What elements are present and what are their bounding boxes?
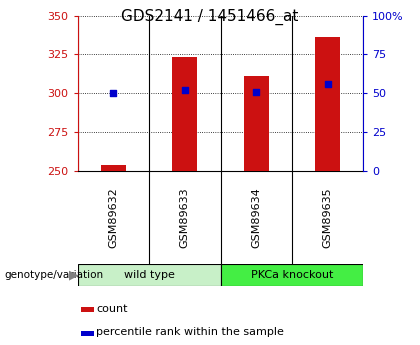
Point <box>110 90 117 96</box>
Text: GDS2141 / 1451466_at: GDS2141 / 1451466_at <box>121 9 299 25</box>
Bar <box>78 264 220 286</box>
Text: genotype/variation: genotype/variation <box>4 270 103 280</box>
Bar <box>244 76 269 171</box>
Text: wild type: wild type <box>123 270 175 280</box>
Text: GSM89632: GSM89632 <box>108 187 118 248</box>
Bar <box>81 331 94 336</box>
Point <box>324 81 331 87</box>
Bar <box>315 37 340 171</box>
Text: GSM89635: GSM89635 <box>323 187 333 248</box>
Text: PKCa knockout: PKCa knockout <box>251 270 333 280</box>
Point <box>253 89 260 94</box>
Bar <box>172 57 197 171</box>
Text: GSM89633: GSM89633 <box>180 187 190 248</box>
Bar <box>81 307 94 312</box>
Text: ▶: ▶ <box>69 269 78 282</box>
Text: percentile rank within the sample: percentile rank within the sample <box>96 327 284 337</box>
Point <box>181 87 188 93</box>
Text: GSM89634: GSM89634 <box>251 187 261 248</box>
Text: count: count <box>96 304 128 314</box>
Bar <box>101 165 126 171</box>
Bar <box>220 264 363 286</box>
